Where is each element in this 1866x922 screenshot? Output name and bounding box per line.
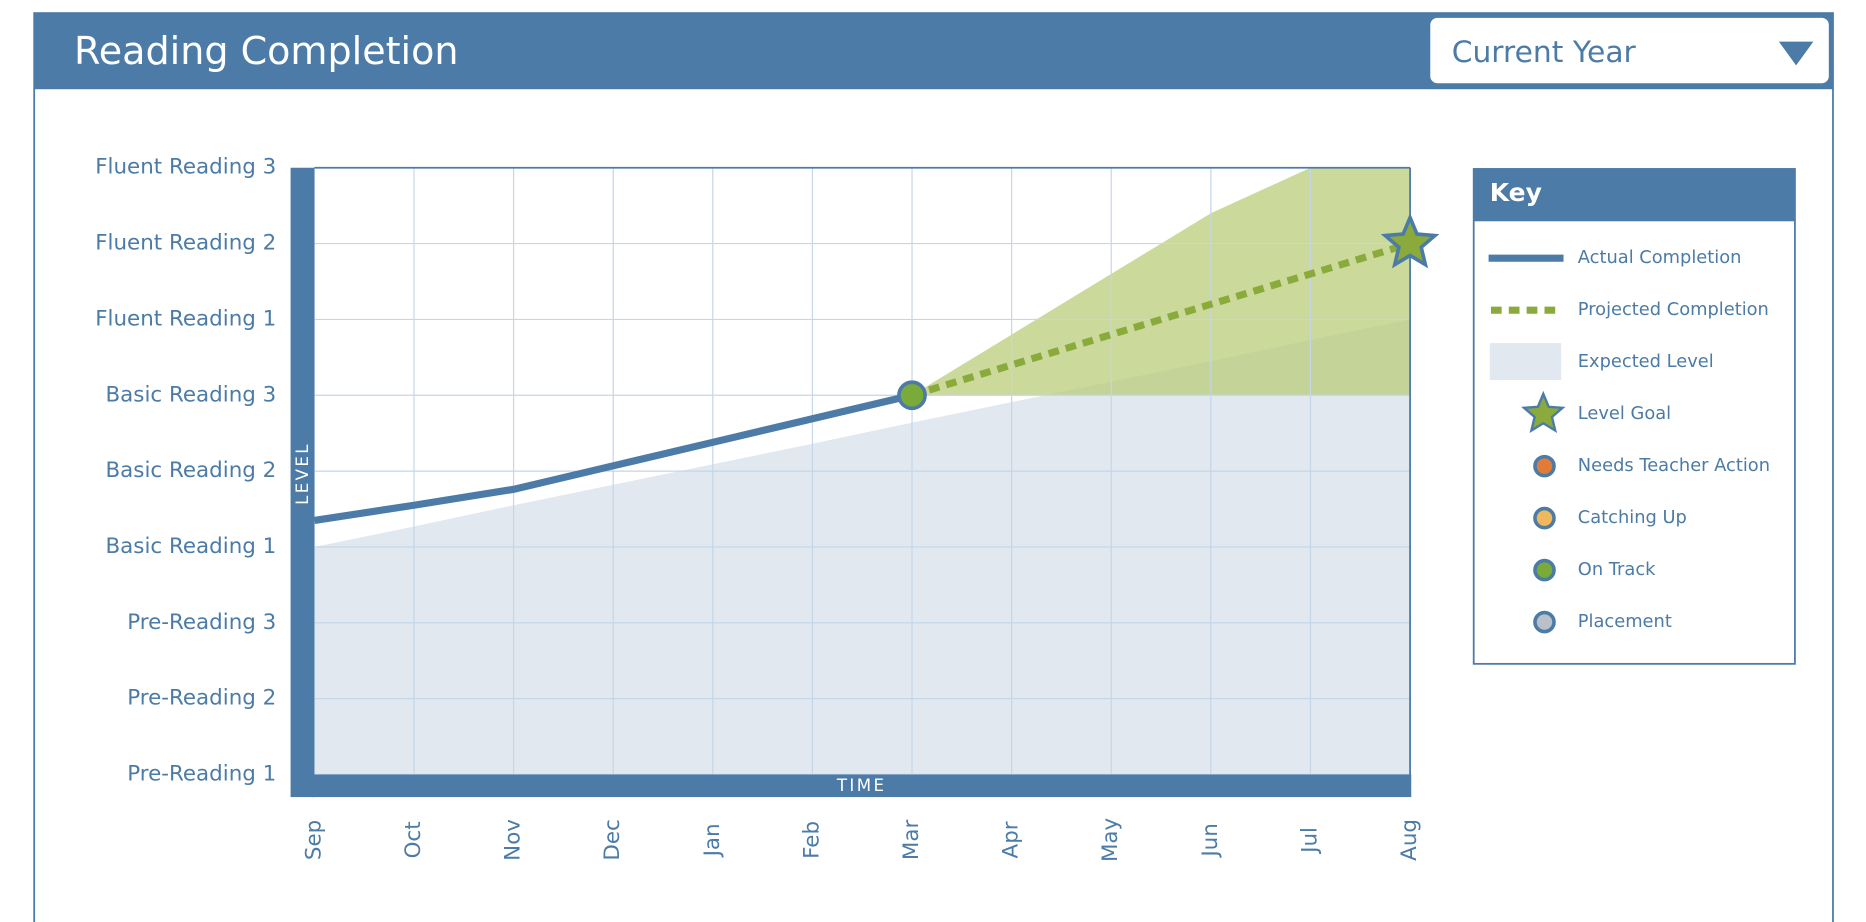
legend: Key Actual Completion Projected Completion… (1472, 168, 1796, 665)
legend-label: Actual Completion (1578, 247, 1742, 268)
legend-swatch-dot (1533, 558, 1556, 582)
legend-label: Catching Up (1578, 507, 1687, 528)
y-axis-label: LEVEL (293, 442, 312, 505)
dropdown-arrow[interactable] (1778, 41, 1814, 66)
y-tick-label: Fluent Reading 3 (95, 155, 276, 180)
x-tick-label: Dec (600, 819, 625, 860)
x-tick-label: Sep (301, 820, 326, 860)
dropdown-box[interactable] (1430, 17, 1829, 84)
legend-title: Key (1490, 178, 1542, 207)
goal-star (1380, 212, 1440, 269)
dropdown-label[interactable]: Current Year (1452, 35, 1637, 70)
x-tick-label: Apr (999, 821, 1024, 858)
projected-line (910, 240, 1412, 399)
y-tick-label: Basic Reading 2 (106, 458, 277, 483)
legend-label: Projected Completion (1578, 299, 1769, 320)
y-tick-label: Pre-Reading 3 (127, 610, 276, 635)
x-tick-label: Feb (799, 821, 824, 859)
projection-band (912, 167, 1411, 396)
legend-label: Expected Level (1578, 351, 1714, 372)
x-tick-label: Oct (401, 821, 426, 858)
status-marker (897, 380, 927, 411)
y-tick-label: Fluent Reading 1 (95, 306, 276, 331)
x-tick-label: Nov (501, 819, 526, 861)
x-tick-label: Aug (1397, 819, 1422, 861)
legend-swatch-dot (1533, 454, 1556, 478)
legend-swatch-dot (1533, 610, 1556, 634)
dropdown[interactable]: Current Year (1430, 17, 1829, 84)
legend-label: On Track (1578, 559, 1656, 580)
y-tick-label: Fluent Reading 2 (95, 231, 276, 256)
legend-box (1472, 168, 1796, 665)
y-tick-label: Pre-Reading 2 (127, 686, 276, 711)
x-axis-bar (311, 774, 1412, 798)
y-tick-label: Basic Reading 1 (106, 534, 277, 559)
x-tick-label: May (1098, 817, 1123, 862)
x-tick-label: Jul (1297, 827, 1322, 855)
page-title: Reading Completion (74, 29, 458, 73)
legend-header (1473, 168, 1796, 222)
x-tick-label: Jun (1198, 823, 1223, 858)
y-tick-label: Pre-Reading 1 (127, 761, 276, 786)
legend-label: Placement (1578, 611, 1672, 632)
legend-swatch-star (1521, 390, 1566, 434)
legend-label: Level Goal (1578, 403, 1671, 424)
x-tick-label: Mar (899, 820, 924, 861)
x-axis-label: TIME (836, 776, 886, 795)
legend-label: Needs Teacher Action (1578, 455, 1770, 476)
actual-line (313, 391, 913, 524)
y-axis-bar (290, 167, 315, 798)
legend-swatch-dot (1533, 506, 1556, 530)
x-tick-label: Jan (700, 823, 725, 858)
y-tick-label: Basic Reading 3 (106, 382, 277, 407)
legend-swatch-area (1489, 343, 1562, 380)
